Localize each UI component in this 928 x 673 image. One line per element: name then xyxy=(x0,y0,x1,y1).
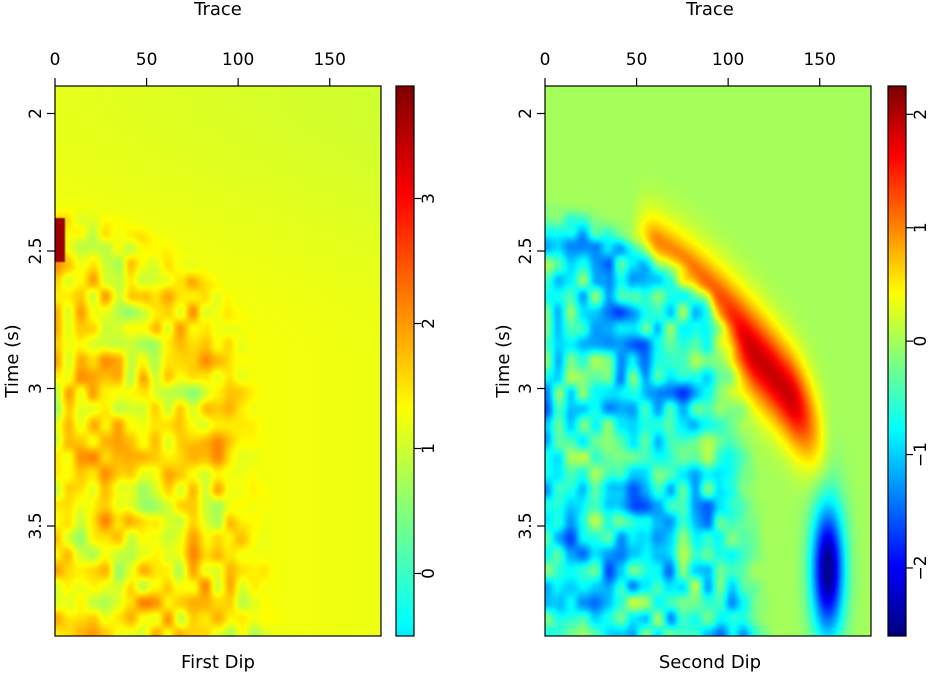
colorbar-tick-label: 0 xyxy=(419,568,439,579)
x-tick-label: 0 xyxy=(540,50,551,70)
colorbar-frame-2 xyxy=(887,85,907,637)
colorbar-tick-label: 2 xyxy=(419,318,439,329)
colorbar-tick-label: 2 xyxy=(911,109,928,120)
y-tick-label: 3 xyxy=(26,383,46,394)
x-tick-label: 0 xyxy=(50,50,61,70)
x-ticks-2: 0 50 100 150 xyxy=(540,50,836,86)
x-tick-label: 150 xyxy=(313,50,345,70)
panel-second-dip: Trace Time (s) Second Dip 0 50 100 150 2 2.5… xyxy=(493,0,928,673)
colorbar-tick-label: 1 xyxy=(911,222,928,233)
x-tick-label: 100 xyxy=(222,50,254,70)
x-tick-label: 50 xyxy=(626,50,648,70)
plot-frame-1 xyxy=(54,85,382,637)
heatmap-image-1 xyxy=(55,86,381,636)
y-tick-label: 2 xyxy=(26,108,46,119)
colorbar-ticks-1: 0 1 2 3 xyxy=(414,193,439,579)
colorbar-tick-label: 3 xyxy=(419,193,439,204)
y-ticks-2: 2 2.5 3 3.5 xyxy=(516,108,545,540)
y-tick-label: 2.5 xyxy=(516,237,536,264)
y-axis-label-1: Time (s) xyxy=(2,324,23,398)
y-axis-label-2: Time (s) xyxy=(493,324,514,398)
x-axis-label-1: Trace xyxy=(193,0,242,20)
x-tick-label: 50 xyxy=(136,50,158,70)
colorbar-tick-label: 0 xyxy=(911,336,928,347)
y-tick-label: 2.5 xyxy=(26,237,46,264)
y-tick-label: 3 xyxy=(516,383,536,394)
colorbar-tick-label: −2 xyxy=(911,555,928,580)
colorbar-image-2 xyxy=(888,86,906,636)
heatmap-image-2 xyxy=(545,86,871,636)
y-tick-label: 3.5 xyxy=(516,512,536,539)
colorbar-frame-1 xyxy=(395,85,415,637)
y-tick-label: 3.5 xyxy=(26,512,46,539)
plot-frame-2 xyxy=(544,85,872,637)
x-ticks-1: 0 50 100 150 xyxy=(50,50,346,86)
caption-2: Second Dip xyxy=(659,652,761,673)
colorbar-tick-label: 1 xyxy=(419,443,439,454)
x-axis-label-2: Trace xyxy=(685,0,734,20)
y-tick-label: 2 xyxy=(516,108,536,119)
colorbar-image-1 xyxy=(396,86,414,636)
caption-1: First Dip xyxy=(181,652,255,673)
x-tick-label: 100 xyxy=(712,50,744,70)
y-ticks-1: 2 2.5 3 3.5 xyxy=(26,108,55,540)
colorbar-ticks-2: −2 −1 0 1 2 xyxy=(906,109,928,580)
panel-first-dip: Trace Time (s) First Dip 0 50 100 150 2 2.5 3… xyxy=(2,0,439,673)
colorbar-tick-label: −1 xyxy=(911,442,928,467)
x-tick-label: 150 xyxy=(803,50,835,70)
